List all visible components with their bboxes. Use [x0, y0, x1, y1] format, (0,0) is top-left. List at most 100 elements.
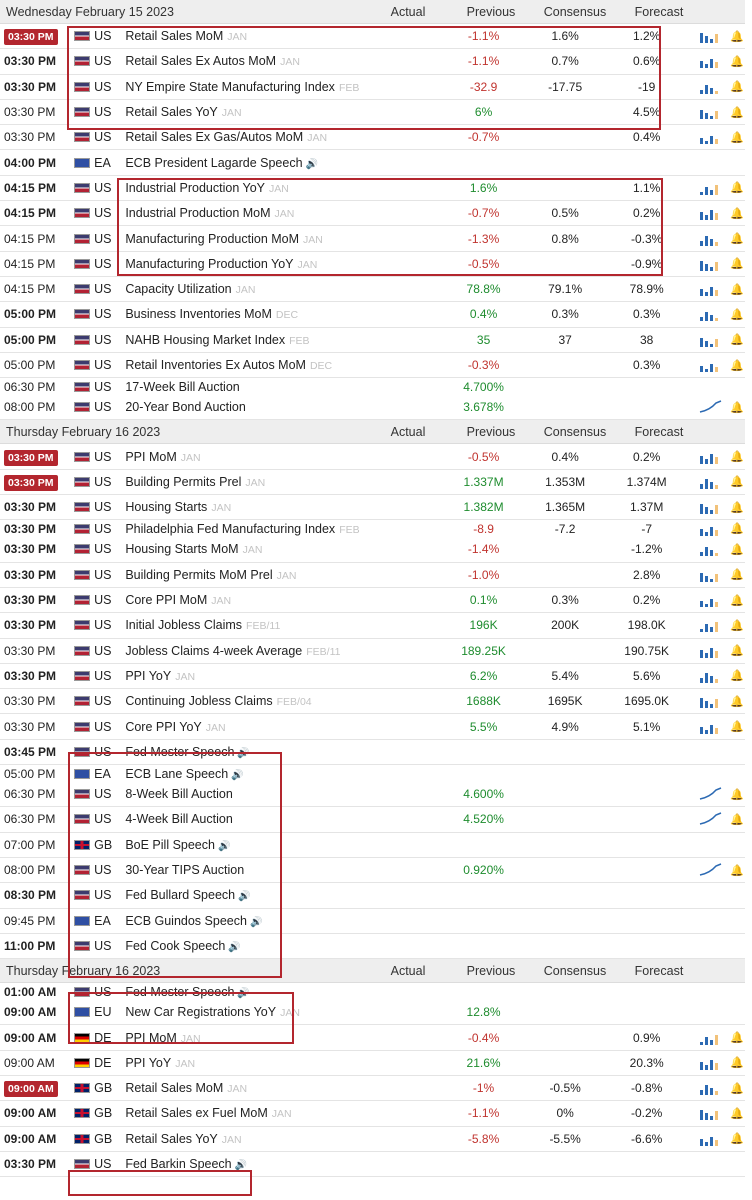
- bar-chart-icon[interactable]: [696, 1103, 729, 1123]
- calendar-row[interactable]: 04:15 PM US Industrial Production MoM JAN -0…: [0, 201, 745, 227]
- bell-icon[interactable]: 🔔: [730, 864, 745, 877]
- calendar-row[interactable]: 11:00 PM US Fed Cook Speech 🔊: [0, 934, 745, 960]
- calendar-row[interactable]: 03:30 PM US Housing Starts JAN 1.382M 1.365M 1…: [0, 495, 745, 521]
- bell-icon[interactable]: 🔔: [730, 1032, 745, 1045]
- bar-chart-icon[interactable]: [696, 615, 729, 635]
- calendar-row[interactable]: 03:30 PM US Building Permits Prel JAN 1.337M…: [0, 470, 745, 496]
- event-name[interactable]: BoE Pill Speech 🔊: [121, 838, 362, 852]
- calendar-row[interactable]: 03:30 PM US Initial Jobless Claims FEB/11 19…: [0, 613, 745, 639]
- bar-chart-icon[interactable]: [696, 127, 729, 147]
- bar-chart-icon[interactable]: [696, 1129, 729, 1149]
- calendar-row[interactable]: 08:30 PM US Fed Bullard Speech 🔊: [0, 883, 745, 909]
- calendar-row[interactable]: 04:15 PM US Manufacturing Production YoY JA…: [0, 252, 745, 277]
- calendar-row[interactable]: 03:30 PM US Retail Sales Ex Autos MoM JAN -1…: [0, 49, 745, 75]
- calendar-row[interactable]: 06:30 PM US 8-Week Bill Auction 4.600% 🔔: [0, 782, 745, 808]
- calendar-row[interactable]: 09:00 AM DE PPI MoM JAN -0.4% 0.9% 🔔: [0, 1025, 745, 1051]
- bar-chart-icon[interactable]: [696, 1053, 729, 1073]
- event-name[interactable]: NAHB Housing Market Index FEB: [121, 333, 362, 347]
- bell-icon[interactable]: 🔔: [730, 619, 745, 632]
- calendar-row[interactable]: 09:00 AM DE PPI YoY JAN 21.6% 20.3% 🔔: [0, 1051, 745, 1076]
- bar-chart-icon[interactable]: [696, 497, 729, 517]
- bell-icon[interactable]: 🔔: [730, 182, 745, 195]
- calendar-row[interactable]: 03:30 PM US Retail Sales MoM JAN -1.1% 1.6% 1.…: [0, 24, 745, 50]
- event-name[interactable]: ECB Guindos Speech 🔊: [121, 914, 362, 928]
- bar-chart-icon[interactable]: [696, 330, 729, 350]
- calendar-row[interactable]: 03:30 PM US Core PPI MoM JAN 0.1% 0.3% 0.2% 🔔: [0, 588, 745, 614]
- event-name[interactable]: 20-Year Bond Auction: [121, 400, 362, 414]
- event-name[interactable]: ECB President Lagarde Speech 🔊: [121, 156, 362, 170]
- bell-icon[interactable]: 🔔: [730, 283, 745, 296]
- bar-chart-icon[interactable]: [696, 26, 729, 46]
- line-chart-icon[interactable]: [696, 860, 729, 880]
- calendar-row[interactable]: 03:30 PM US Philadelphia Fed Manufacturing…: [0, 520, 745, 537]
- bar-chart-icon[interactable]: [696, 51, 729, 71]
- event-name[interactable]: Manufacturing Production MoM JAN: [121, 232, 362, 246]
- event-name[interactable]: Core PPI MoM JAN: [121, 593, 362, 607]
- line-chart-icon[interactable]: [696, 397, 729, 417]
- calendar-row[interactable]: 04:15 PM US Capacity Utilization JAN 78.8% 79…: [0, 277, 745, 303]
- bar-chart-icon[interactable]: [696, 1078, 729, 1098]
- calendar-row[interactable]: 03:30 PM US Retail Sales Ex Gas/Autos MoM J…: [0, 125, 745, 151]
- bar-chart-icon[interactable]: [696, 447, 729, 467]
- calendar-row[interactable]: 09:00 AM GB Retail Sales YoY JAN -5.8% -5.5% -…: [0, 1127, 745, 1152]
- bar-chart-icon[interactable]: [696, 102, 729, 122]
- bell-icon[interactable]: 🔔: [730, 645, 745, 658]
- calendar-row[interactable]: 03:30 PM US Housing Starts MoM JAN -1.4% -1.2…: [0, 537, 745, 563]
- event-name[interactable]: PPI YoY JAN: [121, 1056, 362, 1070]
- calendar-row[interactable]: 08:00 PM US 20-Year Bond Auction 3.678% 🔔: [0, 395, 745, 421]
- bar-chart-icon[interactable]: [696, 229, 729, 249]
- calendar-row[interactable]: 04:00 PM EA ECB President Lagarde Speech 🔊: [0, 150, 745, 176]
- bell-icon[interactable]: 🔔: [730, 30, 745, 43]
- event-name[interactable]: Fed Barkin Speech 🔊: [121, 1157, 362, 1171]
- event-name[interactable]: PPI YoY JAN: [121, 669, 362, 683]
- event-name[interactable]: Initial Jobless Claims FEB/11: [121, 618, 362, 632]
- bell-icon[interactable]: 🔔: [730, 501, 745, 514]
- line-chart-icon[interactable]: [696, 809, 729, 829]
- bell-icon[interactable]: 🔔: [730, 1082, 745, 1095]
- event-name[interactable]: 8-Week Bill Auction: [121, 787, 362, 801]
- event-name[interactable]: Retail Inventories Ex Autos MoM DEC: [121, 358, 362, 372]
- event-name[interactable]: Manufacturing Production YoY JAN: [121, 257, 362, 271]
- bar-chart-icon[interactable]: [696, 472, 729, 492]
- event-name[interactable]: Retail Sales YoY JAN: [121, 105, 362, 119]
- calendar-row[interactable]: 03:30 PM US Continuing Jobless Claims FEB/0…: [0, 689, 745, 715]
- bell-icon[interactable]: 🔔: [730, 401, 745, 414]
- bar-chart-icon[interactable]: [696, 304, 729, 324]
- bell-icon[interactable]: 🔔: [730, 788, 745, 801]
- bell-icon[interactable]: 🔔: [730, 106, 745, 119]
- event-name[interactable]: Industrial Production YoY JAN: [121, 181, 362, 195]
- event-name[interactable]: Jobless Claims 4-week Average FEB/11: [121, 644, 362, 658]
- bell-icon[interactable]: 🔔: [730, 359, 745, 372]
- event-name[interactable]: Retail Sales Ex Gas/Autos MoM JAN: [121, 130, 362, 144]
- event-name[interactable]: Continuing Jobless Claims FEB/04: [121, 694, 362, 708]
- bell-icon[interactable]: 🔔: [730, 695, 745, 708]
- event-name[interactable]: New Car Registrations YoY JAN: [121, 1005, 362, 1019]
- bell-icon[interactable]: 🔔: [730, 543, 745, 556]
- calendar-row[interactable]: 05:00 PM EA ECB Lane Speech 🔊: [0, 765, 745, 782]
- calendar-row[interactable]: 08:00 PM US 30-Year TIPS Auction 0.920% 🔔: [0, 858, 745, 884]
- calendar-row[interactable]: 09:00 AM GB Retail Sales ex Fuel MoM JAN -1.…: [0, 1101, 745, 1127]
- bell-icon[interactable]: 🔔: [730, 55, 745, 68]
- bell-icon[interactable]: 🔔: [730, 594, 745, 607]
- bar-chart-icon[interactable]: [696, 279, 729, 299]
- line-chart-icon[interactable]: [696, 784, 729, 804]
- bell-icon[interactable]: 🔔: [730, 258, 745, 271]
- bell-icon[interactable]: 🔔: [730, 476, 745, 489]
- calendar-row[interactable]: 04:15 PM US Manufacturing Production MoM JA…: [0, 226, 745, 252]
- bar-chart-icon[interactable]: [696, 519, 729, 539]
- bar-chart-icon[interactable]: [696, 355, 729, 375]
- bell-icon[interactable]: 🔔: [730, 334, 745, 347]
- event-name[interactable]: PPI MoM JAN: [121, 450, 362, 464]
- bar-chart-icon[interactable]: [696, 590, 729, 610]
- bar-chart-icon[interactable]: [696, 565, 729, 585]
- calendar-row[interactable]: 05:00 PM US Business Inventories MoM DEC 0.4…: [0, 302, 745, 328]
- bar-chart-icon[interactable]: [696, 1028, 729, 1048]
- event-name[interactable]: Retail Sales MoM JAN: [121, 29, 362, 43]
- bell-icon[interactable]: 🔔: [730, 813, 745, 826]
- bell-icon[interactable]: 🔔: [730, 1107, 745, 1120]
- bell-icon[interactable]: 🔔: [730, 207, 745, 220]
- bell-icon[interactable]: 🔔: [730, 569, 745, 582]
- calendar-row[interactable]: 03:30 PM US Building Permits MoM Prel JAN -1…: [0, 563, 745, 588]
- calendar-row[interactable]: 01:00 AM US Fed Mester Speech 🔊: [0, 983, 745, 1000]
- bar-chart-icon[interactable]: [696, 691, 729, 711]
